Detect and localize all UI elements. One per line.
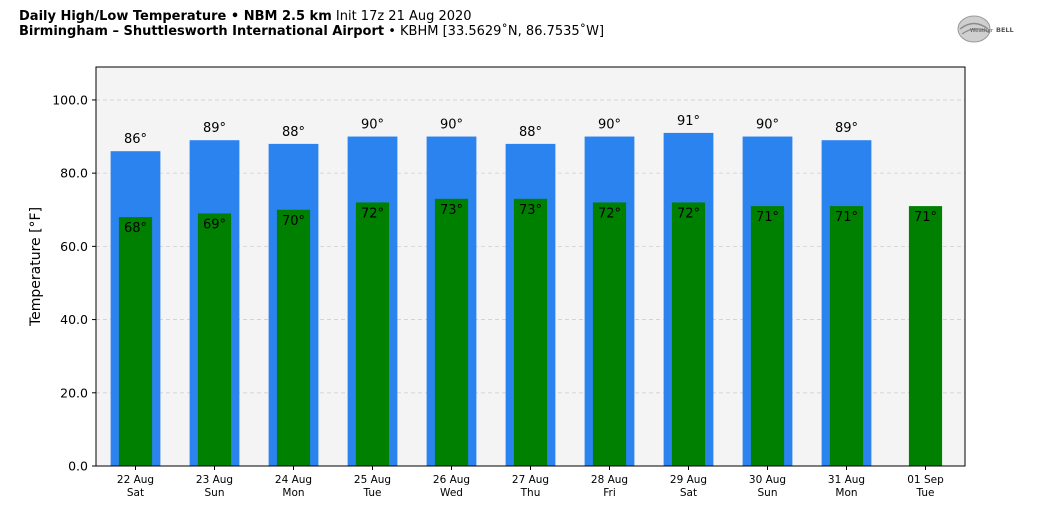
x-tick-date: 31 Aug <box>828 474 865 486</box>
x-tick-date: 22 Aug <box>117 474 154 486</box>
low-bar <box>829 206 864 466</box>
low-label: 69° <box>203 217 226 232</box>
x-tick-weekday: Fri <box>603 487 616 499</box>
y-axis-label: Temperature [°F] <box>28 207 44 327</box>
low-bar <box>592 202 627 466</box>
low-label: 71° <box>756 210 779 225</box>
logo-text-left: Weather <box>970 28 994 34</box>
y-tick-label: 40.0 <box>60 312 88 327</box>
x-tick-date: 29 Aug <box>670 474 707 486</box>
x-tick-weekday: Mon <box>282 487 304 499</box>
chart-header: Daily High/Low Temperature • NBM 2.5 km … <box>19 9 604 39</box>
high-label: 90° <box>756 118 779 133</box>
x-tick-date: 01 Sep <box>907 474 944 486</box>
low-bar <box>355 202 390 466</box>
high-label: 91° <box>677 114 700 129</box>
x-tick-weekday: Sat <box>680 487 697 499</box>
y-tick-label: 20.0 <box>60 385 88 400</box>
x-tick-weekday: Sun <box>758 487 778 499</box>
high-label: 88° <box>282 125 305 140</box>
x-tick-date: 26 Aug <box>433 474 470 486</box>
y-tick-label: 100.0 <box>52 92 88 107</box>
x-tick-weekday: Tue <box>363 487 382 499</box>
x-tick-weekday: Sat <box>127 487 144 499</box>
x-tick-date: 23 Aug <box>196 474 233 486</box>
low-label: 71° <box>914 210 937 225</box>
low-label: 71° <box>835 210 858 225</box>
low-bar <box>908 206 943 466</box>
x-tick-weekday: Mon <box>835 487 857 499</box>
y-tick-label: 60.0 <box>60 239 88 254</box>
low-bar <box>197 213 232 466</box>
high-label: 90° <box>361 118 384 133</box>
low-bar <box>513 198 548 466</box>
high-label: 89° <box>835 121 858 136</box>
low-label: 70° <box>282 214 305 229</box>
high-label: 88° <box>519 125 542 140</box>
low-bar <box>671 202 706 466</box>
y-tick-label: 80.0 <box>60 166 88 181</box>
location-line: Birmingham – Shuttlesworth International… <box>19 24 604 39</box>
x-tick-date: 27 Aug <box>512 474 549 486</box>
x-tick-date: 24 Aug <box>275 474 312 486</box>
x-tick-weekday: Tue <box>916 487 935 499</box>
low-label: 72° <box>677 206 700 221</box>
location-name: Birmingham – Shuttlesworth International… <box>19 24 385 39</box>
x-tick-date: 30 Aug <box>749 474 786 486</box>
low-label: 72° <box>361 206 384 221</box>
y-tick-label: 0.0 <box>68 459 88 474</box>
high-label: 89° <box>203 121 226 136</box>
high-label: 90° <box>598 118 621 133</box>
low-label: 73° <box>440 203 463 218</box>
y-axis: 0.0 20.0 40.0 60.0 80.0 100.0 <box>52 92 96 474</box>
high-label: 90° <box>440 118 463 133</box>
low-label: 68° <box>124 221 147 236</box>
x-tick-weekday: Sun <box>205 487 225 499</box>
title-line: Daily High/Low Temperature • NBM 2.5 km … <box>19 9 604 24</box>
low-label: 73° <box>519 203 542 218</box>
chart-title: Daily High/Low Temperature • NBM 2.5 km <box>19 9 332 24</box>
low-bar <box>750 206 785 466</box>
value-labels: 86° 68° 89° 69° 88° 70° 90° 72° 90° 73° 88° 73° 90° 7… <box>124 114 937 236</box>
high-label: 86° <box>124 132 147 147</box>
x-tick-weekday: Thu <box>520 487 541 499</box>
x-tick-weekday: Wed <box>440 487 463 499</box>
station-coordinates: • KBHM [33.5629˚N, 86.7535˚W] <box>388 24 605 39</box>
low-label: 72° <box>598 206 621 221</box>
low-bar <box>118 217 153 466</box>
x-tick-date: 25 Aug <box>354 474 391 486</box>
low-bar <box>276 209 311 466</box>
bars <box>110 132 943 467</box>
x-tick-date: 28 Aug <box>591 474 628 486</box>
weatherbell-logo: Weather BELL <box>957 15 1014 43</box>
logo-text-right: BELL <box>996 26 1014 34</box>
low-bar <box>434 198 469 466</box>
init-time: Init 17z 21 Aug 2020 <box>335 9 472 24</box>
